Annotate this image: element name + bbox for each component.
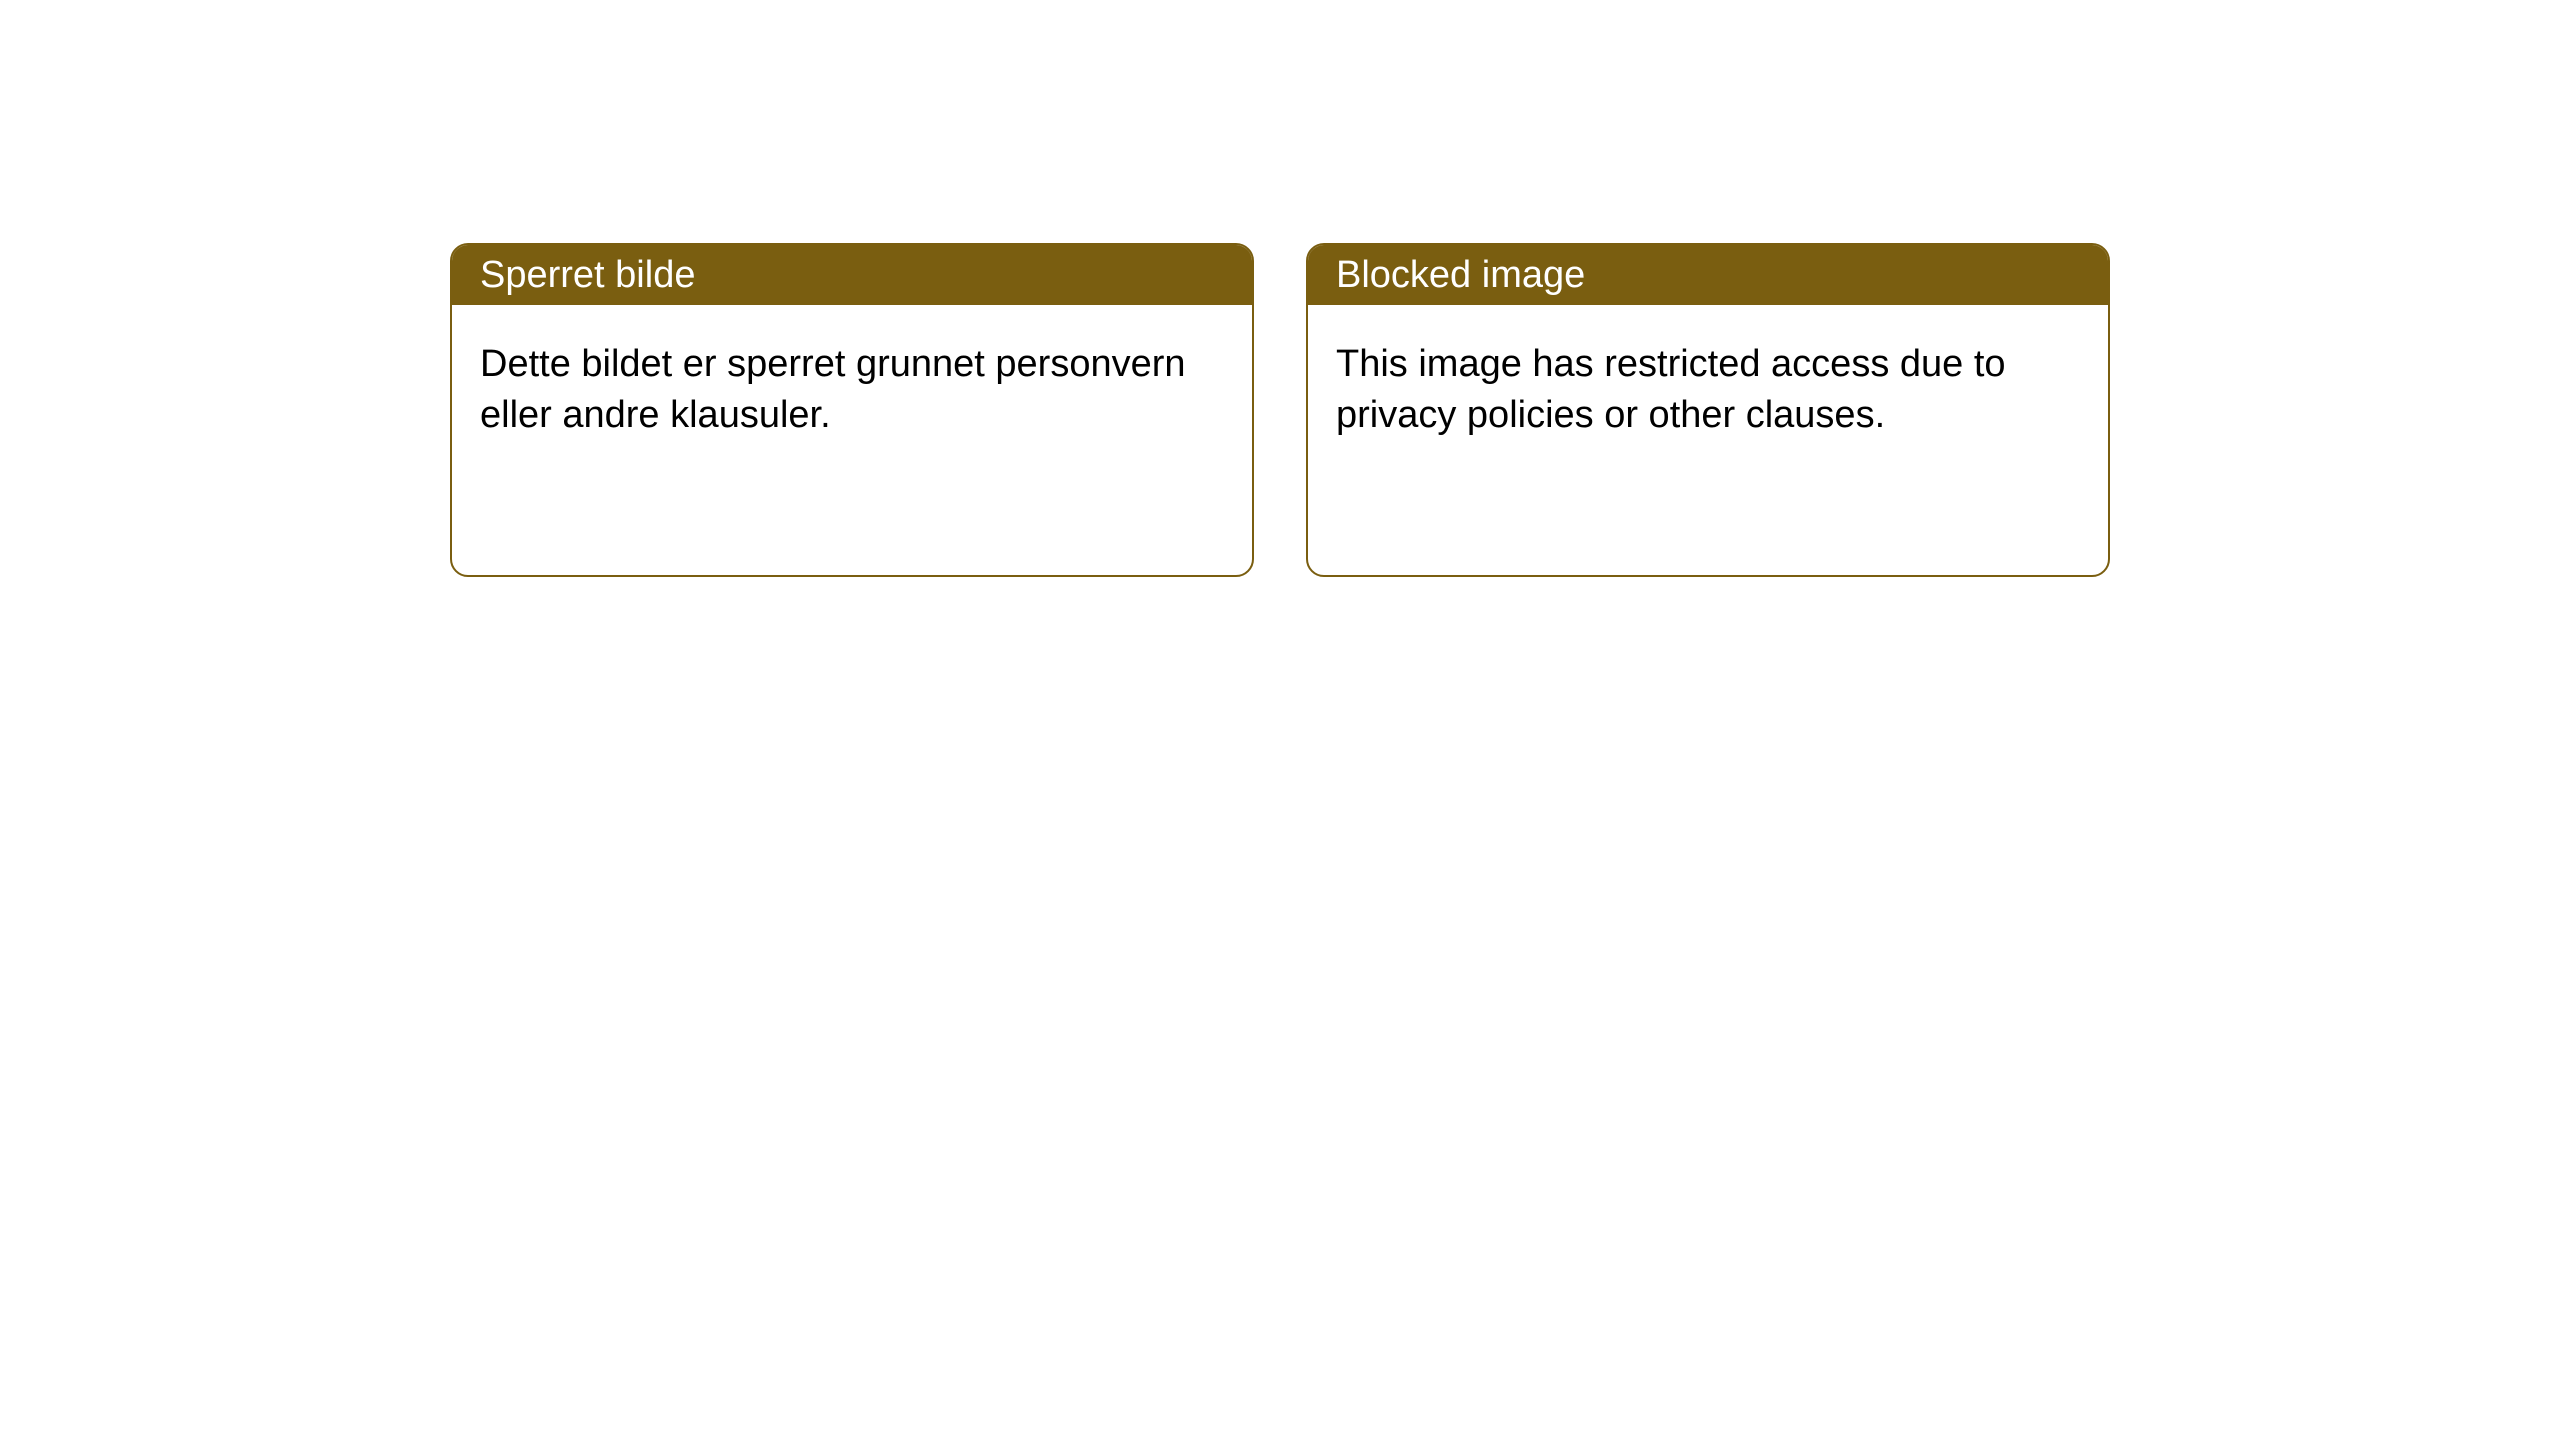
- notice-header-norwegian: Sperret bilde: [452, 245, 1252, 305]
- notice-box-norwegian: Sperret bilde Dette bildet er sperret gr…: [450, 243, 1254, 577]
- notice-body-norwegian: Dette bildet er sperret grunnet personve…: [452, 305, 1252, 476]
- notice-text-norwegian: Dette bildet er sperret grunnet personve…: [480, 343, 1186, 436]
- notice-container: Sperret bilde Dette bildet er sperret gr…: [450, 243, 2110, 577]
- notice-title-english: Blocked image: [1336, 254, 1585, 297]
- notice-text-english: This image has restricted access due to …: [1336, 343, 2006, 436]
- notice-body-english: This image has restricted access due to …: [1308, 305, 2108, 476]
- notice-title-norwegian: Sperret bilde: [480, 254, 695, 297]
- notice-header-english: Blocked image: [1308, 245, 2108, 305]
- notice-box-english: Blocked image This image has restricted …: [1306, 243, 2110, 577]
